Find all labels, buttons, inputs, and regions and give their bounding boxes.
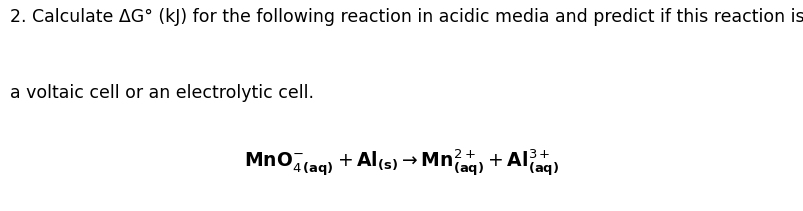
Text: 2. Calculate ΔG° (kJ) for the following reaction in acidic media and predict if : 2. Calculate ΔG° (kJ) for the following … [10,8,803,26]
Text: $\mathbf{MnO}_{4\,\mathbf{(aq)}}^{-} + \mathbf{Al_{(s)}} \rightarrow \mathbf{Mn}: $\mathbf{MnO}_{4\,\mathbf{(aq)}}^{-} + \… [244,147,559,178]
Text: a voltaic cell or an electrolytic cell.: a voltaic cell or an electrolytic cell. [10,84,314,102]
